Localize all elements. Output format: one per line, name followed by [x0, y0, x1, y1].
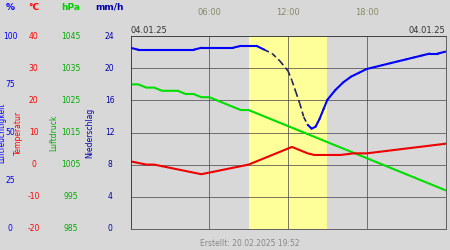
Text: 18:00: 18:00 — [355, 8, 379, 17]
Text: 20: 20 — [29, 96, 39, 105]
Text: 1015: 1015 — [62, 128, 81, 137]
Text: 100: 100 — [3, 32, 18, 41]
Text: 1005: 1005 — [61, 160, 81, 169]
Text: Temperatur: Temperatur — [14, 110, 23, 154]
Text: 0: 0 — [8, 224, 13, 233]
Text: Erstellt: 20.02.2025 19:52: Erstellt: 20.02.2025 19:52 — [200, 238, 300, 248]
Text: 40: 40 — [29, 32, 39, 41]
Text: mm/h: mm/h — [95, 3, 124, 12]
Text: 24: 24 — [105, 32, 115, 41]
Text: 30: 30 — [29, 64, 39, 73]
Text: 0: 0 — [108, 224, 112, 233]
Text: 16: 16 — [105, 96, 115, 105]
Text: 04.01.25: 04.01.25 — [409, 26, 446, 35]
Text: 8: 8 — [108, 160, 112, 169]
Text: 20: 20 — [105, 64, 115, 73]
Text: 04.01.25: 04.01.25 — [130, 26, 167, 35]
Text: 995: 995 — [64, 192, 78, 201]
Text: -20: -20 — [27, 224, 40, 233]
Text: -10: -10 — [27, 192, 40, 201]
Text: Luftfeuchtigkeit: Luftfeuchtigkeit — [0, 102, 6, 163]
Text: 4: 4 — [108, 192, 112, 201]
Text: 0: 0 — [32, 160, 36, 169]
Text: 12: 12 — [105, 128, 115, 137]
Text: hPa: hPa — [62, 3, 81, 12]
Text: 10: 10 — [29, 128, 39, 137]
Text: 25: 25 — [5, 176, 15, 185]
Text: 06:00: 06:00 — [197, 8, 221, 17]
Text: 1035: 1035 — [61, 64, 81, 73]
Text: Luftdruck: Luftdruck — [50, 114, 58, 151]
Text: °C: °C — [28, 3, 39, 12]
Text: 50: 50 — [5, 128, 15, 137]
Text: Niederschlag: Niederschlag — [86, 108, 94, 158]
Text: 1025: 1025 — [62, 96, 81, 105]
Text: 75: 75 — [5, 80, 15, 89]
Text: 1045: 1045 — [61, 32, 81, 41]
Text: 12:00: 12:00 — [276, 8, 300, 17]
Text: 985: 985 — [64, 224, 78, 233]
Text: %: % — [6, 3, 15, 12]
Bar — [248, 36, 328, 229]
